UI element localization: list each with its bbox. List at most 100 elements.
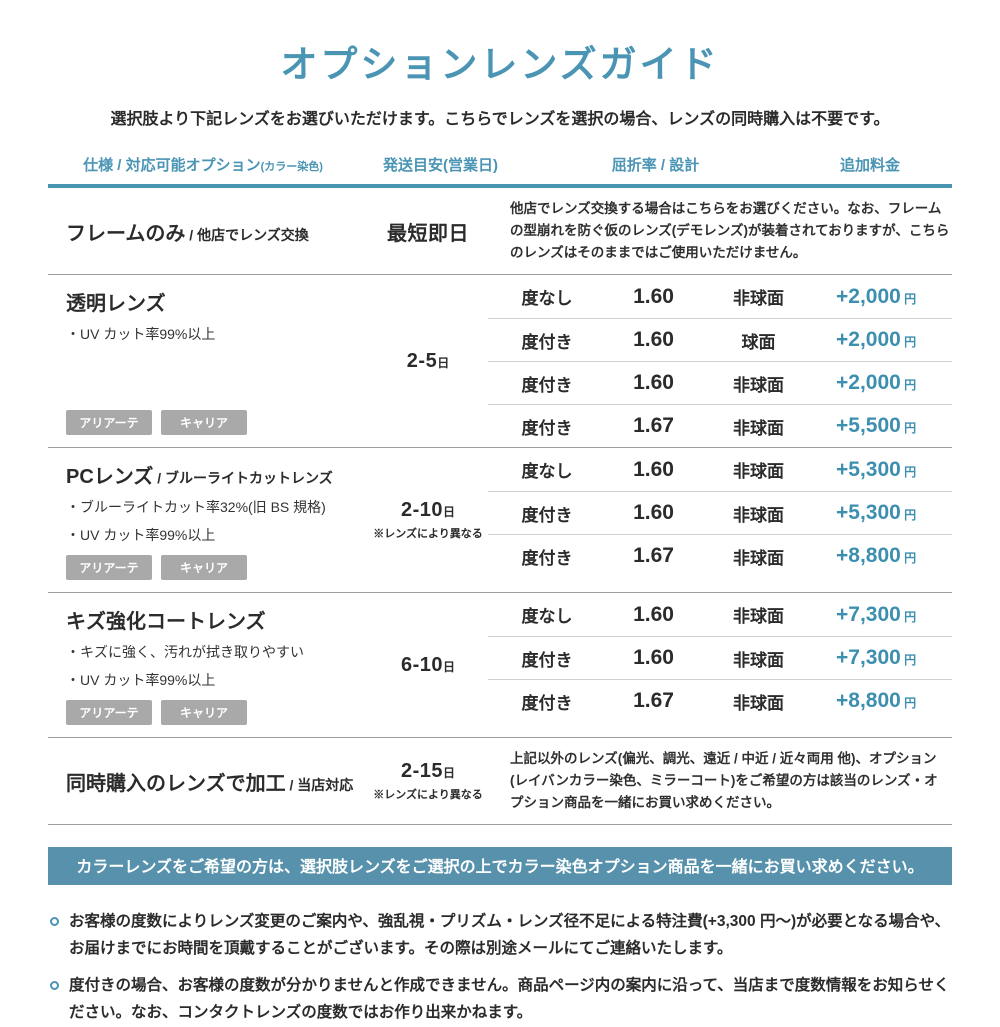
shipping-cell: 2-15日 ※レンズにより異なる [368, 760, 488, 802]
header-price: 追加料金 [839, 157, 900, 174]
shipping-days: 2-15 [400, 760, 443, 782]
lens-design: 球面 [741, 332, 776, 352]
shipping-estimate: 2-15日 [401, 760, 455, 783]
lens-tag-badge: キャリア [161, 410, 247, 435]
spec-cell: キズ強化コートレンズ・キズに強く、汚れが拭き取りやすい ・UV カット率99%以上… [48, 593, 368, 737]
refractive-index: 1.60 [633, 284, 674, 308]
lens-feature: ・UV カット率99%以上 [66, 527, 216, 543]
shipping-unit: 日 [443, 766, 456, 780]
lens-tag-badge: アリアーテ [66, 700, 152, 725]
shipping-note: ※レンズにより異なる [373, 528, 483, 540]
lens-table-body: フレームのみ / 他店でレンズ交換 最短即日 他店でレンズ交換する場合はこちらをお選… [48, 188, 952, 825]
lens-design: 非球面 [733, 650, 784, 670]
price-value: +2,000 [836, 284, 901, 308]
lens-name: キズ強化コートレンズ [66, 605, 368, 634]
detail-cell: 度なし 1.60 非球面 +7,300 円度付き 1.60 非球面 +7,300 円度付き 1… [488, 593, 952, 737]
price: +2,000 円 [816, 328, 952, 352]
refractive-index: 1.60 [633, 328, 674, 351]
refractive-index: 1.67 [633, 414, 674, 437]
price-unit: 円 [900, 291, 917, 306]
price-unit: 円 [900, 508, 917, 522]
option-row: 度付き 1.60 非球面 +7,300 円 [488, 636, 952, 679]
spec-cell: 透明レンズ ・UV カット率99%以上 アリアーテ キャリア [48, 275, 368, 447]
table-row: 透明レンズ ・UV カット率99%以上 アリアーテ キャリア 2-5日 度なし 1.60 非球… [48, 275, 952, 448]
lens-design: 非球面 [733, 607, 784, 626]
option-row: 度なし 1.60 非球面 +7,300 円 [488, 593, 952, 636]
option-row: 度付き 1.67 非球面 +8,800 円 [488, 534, 952, 577]
lens-tag-badge: キャリア [161, 700, 247, 725]
price: +2,000 円 [816, 285, 952, 309]
color-lens-banner: カラーレンズをご希望の方は、選択肢レンズをご選択の上でカラー染色オプション商品を… [48, 847, 952, 885]
power-type: 度付き [521, 505, 573, 525]
power-type: 度付き [521, 650, 573, 670]
price-unit: 円 [900, 696, 917, 710]
price: +5,300 円 [816, 501, 952, 525]
table-row: フレームのみ / 他店でレンズ交換 最短即日 他店でレンズ交換する場合はこちらをお選… [48, 188, 952, 275]
price-value: +5,500 [836, 414, 901, 437]
lens-tags: アリアーテ キャリア [66, 400, 368, 435]
price: +8,800 円 [816, 689, 952, 713]
shipping-days: 6-10 [400, 653, 443, 676]
price-value: +2,000 [836, 328, 901, 351]
page-title: オプションレンズガイド [280, 44, 720, 85]
lens-design: 非球面 [733, 462, 784, 481]
power-type: 度付き [521, 693, 573, 713]
power-type: 度付き [521, 332, 573, 352]
table-row: PCレンズ / ブルーライトカットレンズ・ブルーライトカット率32%(旧 BS … [48, 448, 952, 593]
lens-name-suffix: / 他店でレンズ交換 [185, 226, 309, 243]
shipping-days: 2-10 [400, 499, 443, 521]
refractive-index: 1.60 [633, 602, 674, 626]
option-row: 度なし 1.60 非球面 +2,000 円 [488, 275, 952, 318]
price: +7,300 円 [816, 646, 952, 670]
lens-name-main: フレームのみ [66, 222, 186, 245]
option-row: 度付き 1.60 非球面 +2,000 円 [488, 361, 952, 404]
lens-tag-badge: キャリア [161, 555, 247, 580]
option-row: 度付き 1.60 非球面 +5,300 円 [488, 491, 952, 534]
lens-name-main: PCレンズ [66, 466, 154, 488]
lens-tags: アリアーテ キャリア [66, 545, 368, 580]
lens-feature: ・UV カット率99%以上 [66, 672, 216, 688]
price-unit: 円 [900, 464, 917, 479]
price-value: +2,000 [836, 371, 901, 394]
shipping-note: ※レンズにより異なる [373, 789, 483, 801]
price: +8,800 円 [816, 544, 952, 568]
note-text: お客様の度数によりレンズ変更のご案内や、強乱視・プリズム・レンズ径不足による特注… [69, 913, 951, 957]
price-value: +7,300 [836, 646, 901, 669]
spec-cell: PCレンズ / ブルーライトカットレンズ・ブルーライトカット率32%(旧 BS … [48, 448, 368, 592]
power-type: 度付き [521, 418, 573, 438]
table-row: 同時購入のレンズで加工 / 当店対応 2-15日 ※レンズにより異なる 上記以外のレン… [48, 738, 952, 825]
refractive-index: 1.60 [633, 371, 674, 394]
lens-feature: ・キズに強く、汚れが拭き取りやすい [66, 644, 304, 660]
shipping-estimate: 2-10日 [401, 499, 455, 522]
header-spec-note: (カラー染色) [260, 161, 323, 173]
price: +7,300 円 [816, 603, 952, 627]
lens-name-suffix: / 当店対応 [285, 776, 354, 793]
refractive-index: 1.60 [633, 457, 674, 481]
detail-cell: 他店でレンズ交換する場合はこちらをお選びください。なお、フレームの型崩れを防ぐ仮… [488, 198, 952, 264]
note-item: お客様の度数によりレンズ変更のご案内や、強乱視・プリズム・レンズ径不足による特注… [48, 909, 952, 962]
notes-list: お客様の度数によりレンズ変更のご案内や、強乱視・プリズム・レンズ径不足による特注… [48, 909, 952, 1027]
lens-name-suffix: / ブルーライトカットレンズ [153, 470, 333, 486]
price-value: +7,300 [836, 602, 901, 626]
price: +5,300 円 [816, 458, 952, 482]
row-description: 上記以外のレンズ(偏光、調光、遠近 / 中近 / 近々両用 他)、オプション(レ… [510, 751, 938, 810]
shipping-days: 2-5 [406, 349, 438, 372]
refractive-index: 1.67 [633, 689, 674, 712]
shipping-estimate: 6-10日 [401, 654, 455, 677]
detail-cell: 度なし 1.60 非球面 +2,000 円度付き 1.60 球面 +2,000 円度付き 1.… [488, 275, 952, 447]
price: +2,000 円 [816, 371, 952, 395]
table-header-row: 仕様 / 対応可能オプション(カラー染色) 発送目安(営業日) 屈折率 / 設計… [48, 154, 952, 175]
power-type: 度なし [521, 289, 573, 308]
lens-design: 非球面 [733, 505, 784, 525]
price-unit: 円 [900, 551, 917, 565]
lens-name: 同時購入のレンズで加工 / 当店対応 [66, 767, 368, 796]
price-value: +8,800 [836, 689, 901, 712]
lens-feature: ・ブルーライトカット率32%(旧 BS 規格) [66, 499, 326, 515]
lens-design: 非球面 [733, 418, 784, 438]
refractive-index: 1.60 [633, 646, 674, 669]
lens-design: 非球面 [733, 693, 784, 713]
price-unit: 円 [900, 421, 917, 435]
shipping-cell: 最短即日 [368, 217, 488, 246]
header-spec-label: 仕様 / 対応可能オプション [83, 157, 261, 174]
